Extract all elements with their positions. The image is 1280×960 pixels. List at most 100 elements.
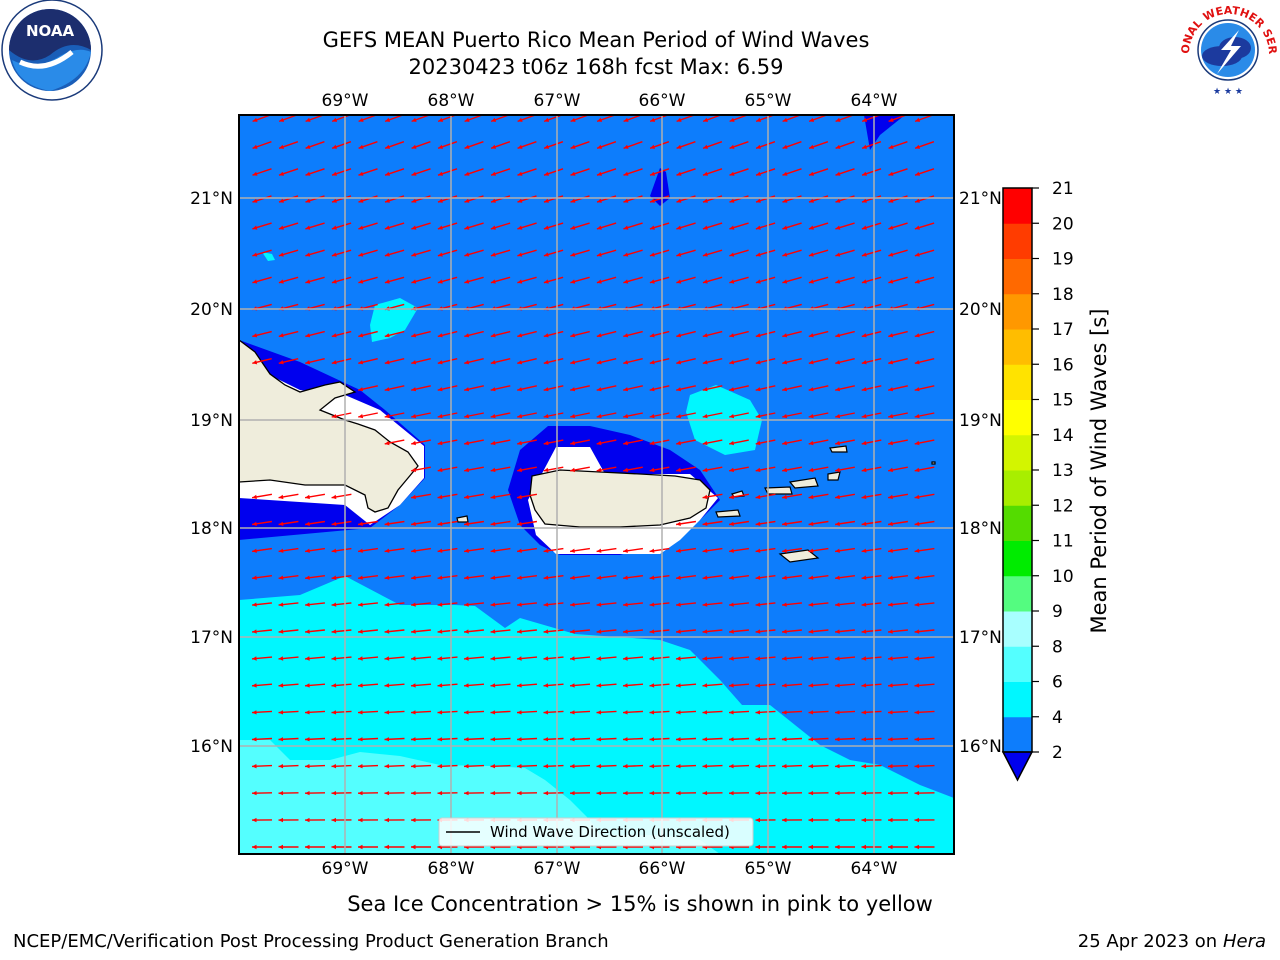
wind-arrow-head: [411, 144, 417, 149]
wind-arrow-head: [597, 117, 603, 122]
wind-arrow-head: [438, 117, 444, 122]
wind-arrow-head: [650, 117, 656, 122]
wind-arrow-head: [835, 548, 840, 553]
wind-arrow-head: [809, 117, 815, 122]
wind-arrow-head: [729, 171, 735, 176]
wind-arrow-head: [278, 521, 284, 526]
wind-arrow-head: [888, 198, 894, 203]
wind-arrow-head: [649, 333, 655, 338]
wind-arrow-head: [490, 602, 496, 607]
wind-arrow-head: [517, 791, 522, 796]
wind-arrow-head: [517, 171, 523, 176]
lat-label-right: 19°N: [959, 411, 1002, 431]
wind-arrow-head: [490, 494, 496, 500]
wind-arrow-head: [305, 144, 311, 149]
wind-arrow-head: [437, 737, 443, 742]
wind-arrow-head: [808, 710, 814, 715]
wind-arrow-head: [649, 467, 655, 473]
wind-arrow-head: [464, 683, 469, 688]
wind-arrow-head: [464, 629, 469, 634]
wind-arrow-head: [279, 198, 284, 203]
wind-arrow-head: [649, 279, 655, 284]
wind-arrow-head: [437, 225, 443, 230]
wind-arrow-head: [331, 817, 336, 823]
wind-arrow-head: [676, 198, 682, 203]
wind-arrow-head: [543, 440, 549, 446]
wind-arrow-head: [543, 602, 549, 607]
wind-arrow-head: [490, 333, 496, 338]
wind-arrow-head: [835, 171, 841, 176]
wind-arrow-head: [278, 710, 284, 715]
wind-arrow-head: [517, 737, 522, 742]
wind-arrow-head: [491, 117, 497, 122]
lat-label-right: 21°N: [959, 189, 1002, 209]
wind-arrow-head: [517, 710, 522, 715]
wind-arrow-head: [331, 683, 337, 688]
wind-arrow-head: [755, 575, 761, 580]
wind-arrow-head: [835, 844, 840, 850]
wind-arrow-head: [331, 602, 337, 607]
wind-arrow-head: [756, 171, 761, 176]
wind-arrow-head: [411, 279, 417, 284]
wind-arrow-head: [861, 225, 867, 230]
wind-arrow-head: [914, 252, 920, 257]
wind-arrow-head: [570, 683, 575, 688]
wind-arrow-head: [702, 494, 708, 500]
wind-arrow-head: [596, 333, 602, 338]
wind-arrow-head: [490, 737, 496, 742]
wind-arrow-head: [649, 791, 655, 796]
lat-label-left: 16°N: [190, 737, 233, 757]
wind-arrow-head: [358, 737, 363, 742]
wind-arrow-head: [861, 683, 867, 688]
wind-arrow-head: [437, 575, 443, 580]
wind-arrow-head: [252, 575, 257, 580]
wind-arrow-head: [782, 656, 787, 661]
wind-arrow-head: [517, 467, 522, 473]
lat-label-left: 18°N: [190, 519, 233, 539]
wind-arrow-head: [358, 575, 363, 580]
wind-arrow-head: [623, 279, 629, 284]
wind-arrow-head: [782, 279, 788, 284]
wind-arrow-head: [252, 548, 257, 553]
wind-arrow-head: [358, 656, 363, 661]
wind-arrow-head: [570, 575, 575, 580]
wind-arrow-head: [570, 440, 575, 446]
wind-arrow-head: [358, 764, 363, 769]
wind-arrow-head: [835, 683, 840, 688]
wind-arrow-head: [570, 548, 575, 553]
wind-arrow-head: [756, 117, 762, 122]
wind-arrow-head: [782, 737, 787, 742]
wind-arrow-head: [835, 494, 840, 500]
wind-arrow-head: [490, 656, 496, 661]
wind-arrow-head: [384, 575, 390, 580]
wind-arrow-head: [305, 360, 311, 365]
wind-arrow-head: [596, 225, 602, 230]
wind-arrow-head: [782, 791, 787, 796]
lon-label-top: 66°W: [639, 91, 686, 111]
wind-arrow-head: [649, 414, 655, 419]
wind-arrow-head: [358, 333, 364, 338]
wind-arrow-head: [861, 548, 867, 553]
wind-arrow-head: [543, 387, 549, 392]
wind-arrow-head: [596, 764, 602, 769]
wind-arrow-head: [596, 575, 602, 580]
wind-arrow-head: [411, 791, 416, 796]
wind-arrow-head: [808, 737, 814, 742]
wind-arrow-head: [835, 521, 840, 526]
wind-arrow-head: [596, 683, 602, 688]
wind-arrow-head: [543, 575, 549, 580]
wind-arrow-head: [808, 629, 814, 634]
wind-arrow-head: [597, 198, 602, 203]
wind-arrow-head: [808, 602, 814, 607]
wind-arrow-head: [914, 737, 920, 742]
wind-arrow-head: [464, 521, 469, 526]
wind-arrow-head: [544, 171, 549, 176]
wind-arrow-head: [385, 171, 390, 176]
wind-arrow-head: [702, 656, 708, 661]
wind-arrow-head: [384, 710, 390, 715]
wind-arrow-head: [491, 144, 496, 149]
wind-arrow-head: [755, 656, 761, 661]
wind-arrow-head: [437, 791, 443, 796]
wind-arrow-head: [649, 629, 655, 634]
chart-title-line1: GEFS MEAN Puerto Rico Mean Period of Win…: [322, 28, 870, 52]
